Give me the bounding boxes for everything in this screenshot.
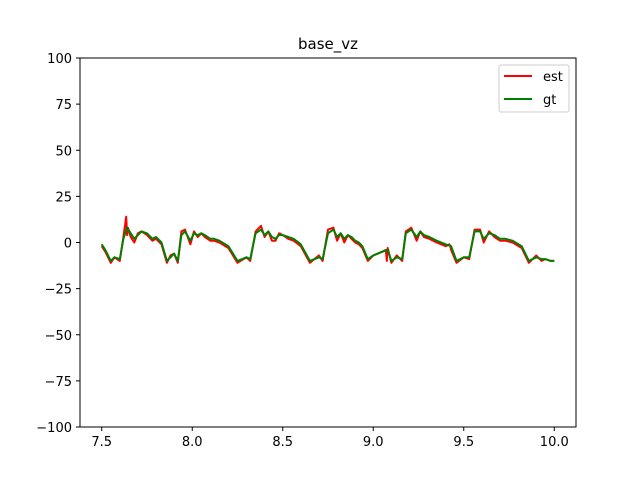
series-line-gt (100, 226, 555, 262)
y-tick-label: 75 (55, 98, 72, 113)
x-tick-label: 9.0 (363, 435, 384, 450)
x-tick-label: 8.0 (182, 435, 203, 450)
plot-frame (79, 57, 577, 428)
legend-label-gt: gt (543, 93, 556, 108)
y-tick-label: −25 (45, 283, 72, 298)
legend-label-est: est (543, 70, 563, 85)
y-tick-label: 25 (55, 190, 72, 205)
y-tick-label: 50 (55, 144, 72, 159)
x-tick-label: 7.5 (91, 435, 112, 450)
y-tick-label: −75 (45, 375, 72, 390)
chart-title: base_vz (298, 35, 358, 54)
series-layer (100, 215, 555, 264)
legend: est gt (498, 64, 570, 113)
y-tick-label: −50 (45, 329, 72, 344)
x-tick-label: 8.5 (272, 435, 293, 450)
x-tick-label: 10.0 (540, 435, 569, 450)
y-tick-label: −100 (36, 421, 72, 436)
x-tick-label: 9.5 (453, 435, 474, 450)
y-tick-label: 0 (64, 237, 72, 252)
plot-area-border (79, 57, 577, 428)
y-tick-label: 100 (47, 52, 72, 67)
axes: 7.5 8.0 8.5 9.0 9.5 10.0 100 75 50 25 0 −25 −50 −75 −1… (36, 52, 568, 450)
